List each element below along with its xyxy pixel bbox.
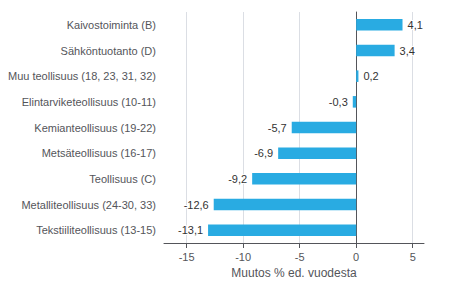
svg-text:0: 0 — [353, 251, 359, 263]
svg-text:5: 5 — [410, 251, 416, 263]
svg-text:-13,1: -13,1 — [178, 224, 203, 236]
svg-text:Muutos % ed. vuodesta: Muutos % ed. vuodesta — [231, 266, 357, 280]
svg-text:4,1: 4,1 — [408, 19, 423, 31]
svg-text:-5: -5 — [295, 251, 305, 263]
svg-text:-0,3: -0,3 — [329, 96, 348, 108]
svg-text:-10: -10 — [235, 251, 251, 263]
svg-text:-6,9: -6,9 — [254, 147, 273, 159]
svg-text:Metsäteollisuus (16-17): Metsäteollisuus (16-17) — [42, 147, 156, 159]
svg-text:Teollisuus (C): Teollisuus (C) — [89, 173, 156, 185]
svg-text:-9,2: -9,2 — [228, 173, 247, 185]
svg-text:0,2: 0,2 — [363, 70, 378, 82]
svg-text:-5,7: -5,7 — [268, 122, 287, 134]
svg-text:Sähköntuotanto (D): Sähköntuotanto (D) — [61, 45, 156, 57]
svg-text:Metalliteollisuus (24-30, 33): Metalliteollisuus (24-30, 33) — [21, 199, 156, 211]
svg-text:-12,6: -12,6 — [184, 199, 209, 211]
svg-text:Kemianteollisuus (19-22): Kemianteollisuus (19-22) — [34, 122, 156, 134]
svg-text:3,4: 3,4 — [400, 45, 415, 57]
svg-text:-15: -15 — [179, 251, 195, 263]
svg-text:Kaivostoiminta (B): Kaivostoiminta (B) — [67, 19, 156, 31]
svg-text:Elintarviketeollisuus (10-11): Elintarviketeollisuus (10-11) — [22, 96, 156, 108]
svg-text:Muu teollisuus (18, 23, 31, 32: Muu teollisuus (18, 23, 31, 32) — [8, 70, 156, 82]
svg-text:Tekstiiliteollisuus (13-15): Tekstiiliteollisuus (13-15) — [36, 224, 156, 236]
